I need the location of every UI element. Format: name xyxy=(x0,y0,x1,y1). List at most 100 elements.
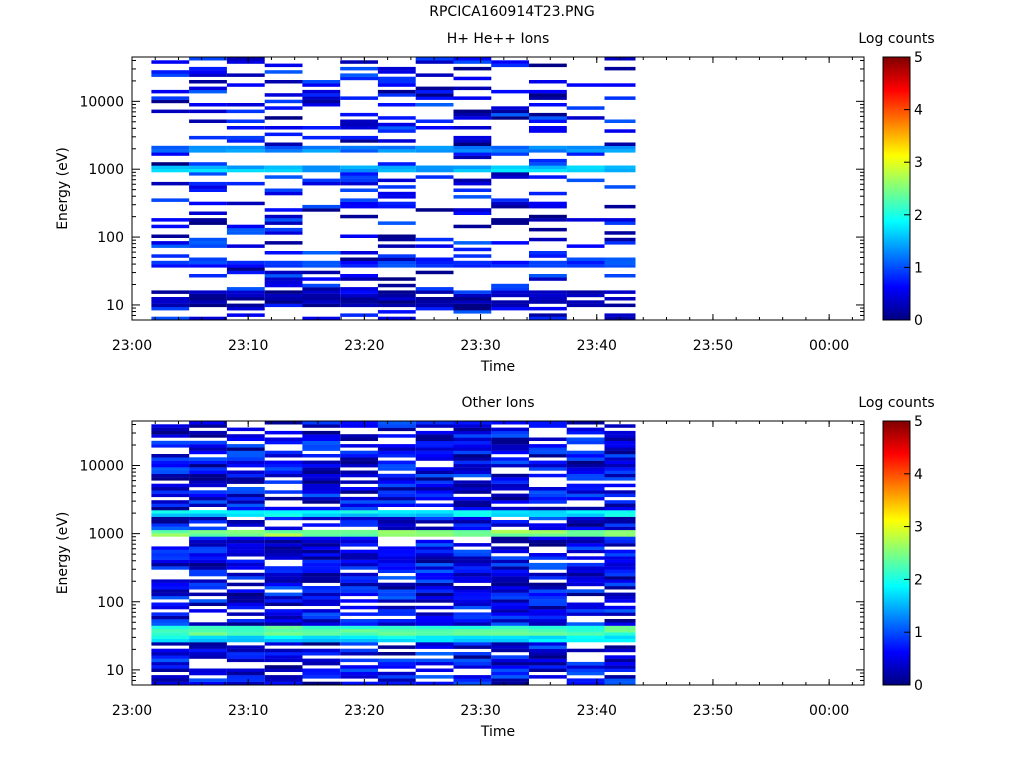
heatmap-cell xyxy=(491,152,529,156)
heatmap-cell xyxy=(377,569,416,573)
heatmap-cell xyxy=(604,632,636,636)
heatmap-cell xyxy=(340,675,378,679)
heatmap-cell xyxy=(453,290,492,294)
heatmap-cell xyxy=(226,576,265,580)
heatmap-cell xyxy=(340,559,378,564)
heatmap-cell xyxy=(566,293,605,298)
heatmap-cell xyxy=(151,430,190,435)
heatmap-cell xyxy=(415,444,454,448)
heatmap-cell xyxy=(377,628,416,633)
heatmap-cell xyxy=(491,63,529,68)
heatmap-cell xyxy=(453,503,492,507)
heatmap-cell xyxy=(302,589,341,593)
heatmap-cell xyxy=(377,529,416,534)
heatmap-cell xyxy=(453,569,492,573)
heatmap-cell xyxy=(340,264,378,268)
heatmap-cell xyxy=(302,668,341,672)
heatmap-cell xyxy=(491,595,529,600)
heatmap-cell xyxy=(340,648,378,653)
heatmap-cell xyxy=(340,297,378,301)
heatmap-cell xyxy=(377,496,416,501)
heatmap-cell xyxy=(151,145,190,150)
heatmap-cell xyxy=(453,116,492,120)
heatmap-cell xyxy=(340,553,378,557)
heatmap-cell xyxy=(415,60,454,64)
heatmap-cell xyxy=(566,533,605,537)
heatmap-cell xyxy=(264,241,303,245)
heatmap-cell xyxy=(491,612,529,616)
heatmap-cell xyxy=(189,562,227,567)
heatmap-cell xyxy=(377,562,416,567)
heatmap-cell xyxy=(377,599,416,603)
heatmap-cell xyxy=(189,274,227,278)
heatmap-cell xyxy=(566,473,605,478)
heatmap-cell xyxy=(491,589,529,593)
heatmap-cell xyxy=(264,652,303,656)
heatmap-cell xyxy=(151,473,190,478)
heatmap-cell xyxy=(566,609,605,613)
heatmap-cell xyxy=(529,533,567,537)
heatmap-cell xyxy=(226,270,265,275)
heatmap-cell xyxy=(453,178,492,183)
heatmap-cell xyxy=(604,313,636,317)
heatmap-cell xyxy=(226,297,265,301)
heatmap-cell xyxy=(264,681,303,686)
heatmap-cell xyxy=(529,562,567,567)
heatmap-cell xyxy=(226,57,265,61)
heatmap-cell xyxy=(529,665,567,669)
heatmap-cell xyxy=(491,306,529,311)
heatmap-cell xyxy=(491,529,529,534)
heatmap-cell xyxy=(264,149,303,153)
heatmap-cell xyxy=(151,460,190,465)
heatmap-cell xyxy=(529,93,567,97)
heatmap-cell xyxy=(264,99,303,104)
heatmap-cell xyxy=(566,513,605,517)
heatmap-cell xyxy=(189,480,227,484)
heatmap-cell xyxy=(566,536,605,540)
heatmap-cell xyxy=(189,652,227,656)
heatmap-cell xyxy=(491,655,529,659)
heatmap-cell xyxy=(566,569,605,573)
heatmap-cell xyxy=(529,129,567,133)
heatmap-cell xyxy=(377,168,416,173)
heatmap-cell xyxy=(415,450,454,455)
heatmap-cell xyxy=(226,655,265,659)
heatmap-cell xyxy=(264,277,303,281)
heatmap-cell xyxy=(377,671,416,676)
heatmap-cell xyxy=(189,638,227,643)
heatmap-cell xyxy=(151,655,190,659)
heatmap-cell xyxy=(151,661,190,666)
heatmap-cell xyxy=(415,93,454,97)
heatmap-cell xyxy=(226,103,265,107)
heatmap-cell xyxy=(302,572,341,577)
heatmap-cell xyxy=(604,549,636,554)
heatmap-cell xyxy=(529,444,567,448)
heatmap-cell xyxy=(264,116,303,120)
heatmap-cell xyxy=(566,457,605,461)
heatmap-cell xyxy=(377,310,416,314)
heatmap-cell xyxy=(491,668,529,672)
colorbar-label: Log counts xyxy=(858,395,934,411)
heatmap-cell xyxy=(453,155,492,160)
heatmap-cell xyxy=(377,592,416,597)
heatmap-cell xyxy=(226,444,265,448)
heatmap-cell xyxy=(415,526,454,531)
heatmap-cell xyxy=(415,533,454,537)
heatmap-cell xyxy=(491,556,529,560)
heatmap-cell xyxy=(529,251,567,255)
heatmap-cell xyxy=(604,297,636,301)
heatmap-cell xyxy=(566,668,605,672)
heatmap-cell xyxy=(529,450,567,455)
heatmap-cell xyxy=(302,553,341,557)
heatmap-cell xyxy=(566,145,605,150)
heatmap-cell xyxy=(189,500,227,504)
heatmap-cell xyxy=(302,460,341,465)
heatmap-cell xyxy=(264,526,303,531)
heatmap-cell xyxy=(189,467,227,471)
heatmap-cell xyxy=(377,609,416,613)
heatmap-cell xyxy=(226,513,265,517)
heatmap-cell xyxy=(189,463,227,468)
heatmap-cell xyxy=(415,165,454,169)
heatmap-cell xyxy=(151,533,190,537)
colorbar-tick-label: 4 xyxy=(914,103,923,119)
